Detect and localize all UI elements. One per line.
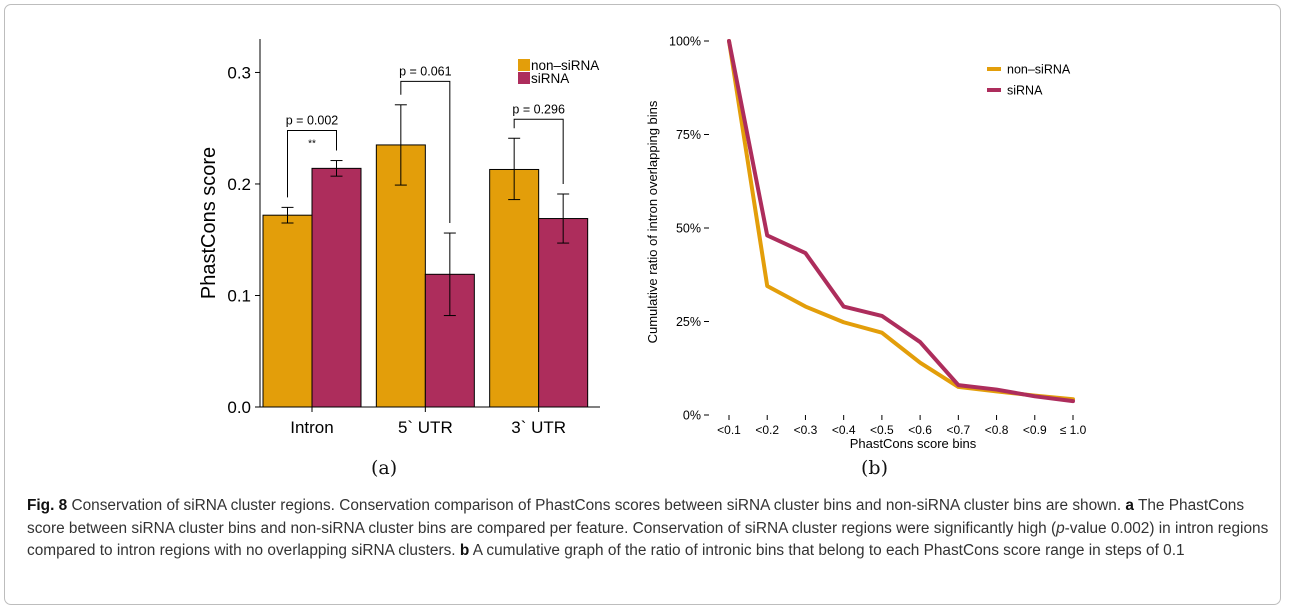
figure-caption: Fig. 8 Conservation of siRNA cluster reg… [27,495,1272,563]
caption-fig-label: Fig. 8 [27,497,68,514]
legend-swatch [518,72,530,84]
p-value-label: p = 0.061 [399,64,452,78]
significance-bracket [287,129,337,198]
y-axis-label: Cumulative ratio of intron overlapping b… [645,100,660,343]
caption-a-label: a [1125,497,1134,514]
caption-b-label: b [459,542,470,559]
legend-label: siRNA [1007,84,1043,98]
x-tick-label: <0.3 [794,423,818,437]
figure-frame: 0.0 0.1 0.2 0.3 PhastCons score Intron 5` UTR 3… [4,4,1281,605]
chart-b: 0% 25% 50% 75% 100% Cumulative ratio of intro… [645,35,1087,452]
series-line [727,39,1075,404]
y-tick-label: 0% [683,409,701,423]
x-tick-label: <0.5 [870,423,894,437]
legend-swatch [518,59,530,71]
y-tick-label: 25% [676,315,701,329]
bar [262,214,313,408]
legend-label: non–siRNA [1007,63,1071,77]
bar [311,167,362,408]
y-tick-label: 0.2 [227,175,251,194]
legend-label: non–siRNA [531,58,599,73]
y-tick-label: 0.3 [227,63,251,82]
x-tick-label: <0.4 [832,423,856,437]
caption-a-text-2: -value 0.002) in intron regions compared… [27,519,1269,560]
y-axis-label: PhastCons score [198,147,220,299]
chart-a: 0.0 0.1 0.2 0.3 PhastCons score Intron 5` UTR 3… [198,39,600,437]
y-tick-label: 75% [676,128,701,142]
x-tick-label: <0.9 [1023,423,1047,437]
x-tick-label: <0.6 [908,423,932,437]
caption-lead: Conservation of siRNA cluster regions. C… [71,497,1122,514]
y-tick-label: 50% [676,222,701,236]
x-tick-label: ≤ 1.0 [1060,423,1087,437]
panel-label-b: (b) [861,457,888,479]
p-value-label: p = 0.002 [286,113,339,127]
significance-bracket [513,118,564,185]
caption-b-text: A cumulative graph of the ratio of intro… [472,542,1185,559]
x-tick-label: <0.2 [755,423,779,437]
bar [489,168,540,408]
x-axis-label: PhastCons score bins [850,436,977,451]
y-tick-label: 100% [669,35,701,49]
bar [538,218,589,408]
bar [375,144,426,408]
x-tick-label: <0.8 [985,423,1009,437]
caption-a-p: p [1056,519,1065,537]
p-value-label: p = 0.296 [512,102,565,116]
x-tick-label: 5` UTR [398,418,453,437]
y-tick-label: 0.0 [227,398,251,417]
x-tick-label: <0.1 [717,423,741,437]
caption-a-text-1: The PhastCons score between siRNA cluste… [27,497,1245,537]
panel-label-a: (a) [371,457,398,479]
x-tick-label: Intron [290,418,333,437]
significance-bracket [400,80,451,224]
significance-stars: ** [308,138,316,149]
y-tick-label: 0.1 [227,286,251,305]
x-tick-label: 3` UTR [511,418,566,437]
legend-label: siRNA [531,71,569,86]
x-tick-label: <0.7 [946,423,970,437]
